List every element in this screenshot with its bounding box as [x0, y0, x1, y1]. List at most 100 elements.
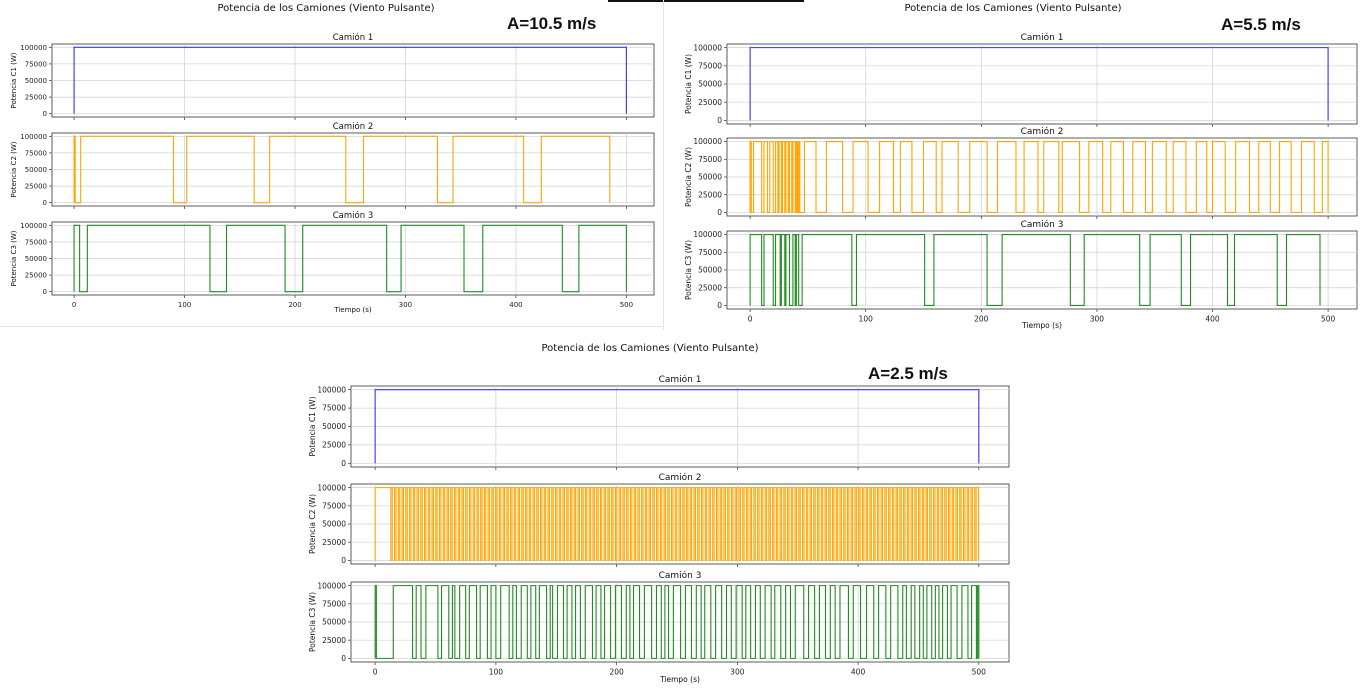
ylabel: Potencia C1 (W): [308, 396, 317, 456]
series-line: [73, 135, 611, 204]
xtick-label: 100: [489, 668, 504, 677]
xtick-label: 0: [72, 301, 76, 309]
ytick-label: 0: [717, 116, 722, 125]
subplot-title: Camión 3: [659, 570, 702, 581]
ytick-label: 75000: [698, 61, 722, 70]
series-line: [749, 140, 1329, 214]
ytick-label: 25000: [25, 94, 47, 102]
ytick-label: 0: [341, 654, 346, 663]
ytick-label: 75000: [322, 599, 346, 608]
ytick-label: 100000: [317, 581, 346, 590]
ytick-label: 0: [717, 208, 722, 217]
ytick-label: 100000: [317, 483, 346, 492]
subplot-camion-1: 0 25000 50000 75000 100000 Camión 1 Potencia C…: [308, 374, 1010, 470]
figure-divider: [0, 326, 662, 327]
subplot-title: Camión 3: [1021, 219, 1064, 230]
xtick-label: 100: [859, 315, 874, 324]
subplot-title: Camión 1: [1021, 32, 1064, 43]
xtick-label: 500: [620, 301, 633, 309]
ylabel: Potencia C2 (W): [308, 494, 317, 554]
subplot-title: Camión 3: [333, 210, 373, 221]
amplitude-label: A=10.5 m/s: [507, 14, 597, 33]
ytick-label: 0: [341, 459, 346, 468]
subplot-camion-2: 0 25000 50000 75000 100000 Camión 2 Potencia C…: [684, 126, 1358, 219]
ytick-label: 75000: [322, 404, 346, 413]
xtick-label: 100: [178, 301, 191, 309]
ytick-label: 75000: [25, 149, 47, 157]
ytick-label: 75000: [698, 248, 722, 257]
ytick-label: 100000: [317, 385, 346, 394]
xtick-label: 300: [399, 301, 412, 309]
subplot-camion-3: 0 25000 50000 75000 100000 0 100 200 300 400 500 Ca…: [308, 570, 1010, 677]
ytick-label: 100000: [693, 230, 722, 239]
xtick-label: 200: [288, 301, 301, 309]
ytick-label: 25000: [698, 283, 722, 292]
ytick-label: 50000: [698, 173, 722, 182]
ylabel: Potencia C2 (W): [10, 141, 18, 197]
xlabel: Tiempo (s): [659, 675, 700, 684]
series-line: [73, 46, 627, 114]
ytick-label: 25000: [698, 190, 722, 199]
ylabel: Potencia C2 (W): [684, 147, 693, 207]
subplot-camion-1: 0 25000 50000 75000 100000 Camión 1 Potencia C…: [684, 32, 1358, 127]
ytick-label: 100000: [20, 133, 47, 141]
series-line: [749, 233, 1321, 307]
subplot-title: Camión 1: [333, 32, 373, 43]
ytick-label: 50000: [25, 77, 47, 85]
series-line: [374, 487, 980, 561]
series-line: [73, 224, 627, 293]
amplitude-label: A=5.5 m/s: [1221, 15, 1301, 34]
xlabel: Tiempo (s): [1021, 321, 1062, 330]
ytick-label: 50000: [25, 166, 47, 174]
ytick-label: 50000: [322, 422, 346, 431]
ytick-label: 50000: [25, 255, 47, 263]
ylabel: Potencia C3 (W): [10, 230, 18, 286]
ylabel: Potencia C3 (W): [684, 240, 693, 300]
series-line: [749, 47, 1329, 121]
xtick-label: 0: [748, 315, 753, 324]
figure-a5: Potencia de los Camiones (Viento Pulsant…: [664, 0, 1366, 330]
subplot-title: Camión 2: [659, 472, 702, 483]
ytick-label: 25000: [25, 272, 47, 280]
xtick-label: 500: [1321, 315, 1336, 324]
subplot-camion-2: 0 25000 50000 75000 100000 Camión 2 Potencia C…: [308, 472, 1010, 567]
subplot-camion-3: 0 25000 50000 75000 100000 0 100 200 300 400 500 Ca…: [10, 210, 655, 309]
figure-a10: Potencia de los Camiones (Viento Pulsant…: [0, 0, 662, 326]
xlabel: Tiempo (s): [333, 306, 371, 314]
xtick-label: 400: [1205, 315, 1220, 324]
xtick-label: 400: [509, 301, 522, 309]
ylabel: Potencia C1 (W): [684, 54, 693, 114]
ytick-label: 25000: [322, 538, 346, 547]
ytick-label: 0: [43, 199, 47, 207]
ytick-label: 75000: [322, 501, 346, 510]
series-line: [374, 389, 980, 464]
ytick-label: 50000: [698, 266, 722, 275]
ytick-label: 100000: [20, 44, 47, 52]
xtick-label: 0: [373, 668, 378, 677]
ytick-label: 0: [717, 301, 722, 310]
ytick-label: 100000: [20, 222, 47, 230]
top-border-fragment: [608, 0, 804, 2]
xtick-label: 500: [972, 668, 987, 677]
ytick-label: 25000: [698, 98, 722, 107]
xtick-label: 300: [1090, 315, 1105, 324]
ylabel: Potencia C1 (W): [10, 52, 18, 108]
xtick-label: 300: [730, 668, 745, 677]
ytick-label: 50000: [698, 80, 722, 89]
ytick-label: 25000: [322, 441, 346, 450]
ytick-label: 75000: [25, 238, 47, 246]
figure-divider-vertical: [663, 0, 664, 330]
subplot-camion-2: 0 25000 50000 75000 100000 Camión 2 Potencia C…: [10, 121, 655, 209]
ytick-label: 0: [43, 288, 47, 296]
ytick-label: 25000: [25, 183, 47, 191]
ytick-label: 50000: [322, 520, 346, 529]
figure-title: Potencia de los Camiones (Viento Pulsant…: [904, 3, 1122, 14]
amplitude-label: A=2.5 m/s: [868, 364, 948, 383]
xtick-label: 400: [851, 668, 866, 677]
series-line: [374, 585, 980, 659]
figure-title: Potencia de los Camiones (Viento Pulsant…: [217, 3, 435, 14]
ytick-label: 50000: [322, 618, 346, 627]
